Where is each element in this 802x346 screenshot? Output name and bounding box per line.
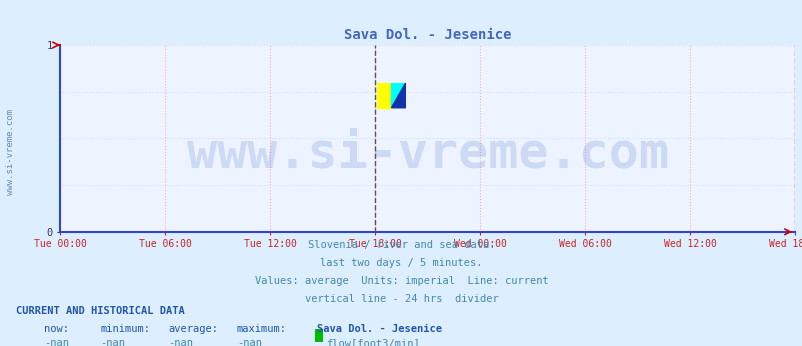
Text: www.si-vreme.com: www.si-vreme.com <box>6 109 15 195</box>
Text: flow[foot3/min]: flow[foot3/min] <box>326 338 419 346</box>
Text: -nan: -nan <box>100 338 125 346</box>
Text: minimum:: minimum: <box>100 324 150 334</box>
Text: -nan: -nan <box>168 338 193 346</box>
Text: CURRENT AND HISTORICAL DATA: CURRENT AND HISTORICAL DATA <box>16 306 184 316</box>
Text: -nan: -nan <box>44 338 69 346</box>
Text: average:: average: <box>168 324 218 334</box>
Text: last two days / 5 minutes.: last two days / 5 minutes. <box>320 258 482 268</box>
Polygon shape <box>391 83 405 108</box>
Text: Values: average  Units: imperial  Line: current: Values: average Units: imperial Line: cu… <box>254 276 548 286</box>
Text: www.si-vreme.com: www.si-vreme.com <box>186 129 668 177</box>
Text: maximum:: maximum: <box>237 324 286 334</box>
Bar <box>377 83 391 108</box>
Text: vertical line - 24 hrs  divider: vertical line - 24 hrs divider <box>304 294 498 304</box>
Text: -nan: -nan <box>237 338 261 346</box>
Text: Sava Dol. - Jesenice: Sava Dol. - Jesenice <box>317 324 442 334</box>
Polygon shape <box>391 83 405 108</box>
Text: Slovenia / river and sea data.: Slovenia / river and sea data. <box>307 240 495 251</box>
Text: now:: now: <box>44 324 69 334</box>
Title: Sava Dol. - Jesenice: Sava Dol. - Jesenice <box>343 28 511 43</box>
